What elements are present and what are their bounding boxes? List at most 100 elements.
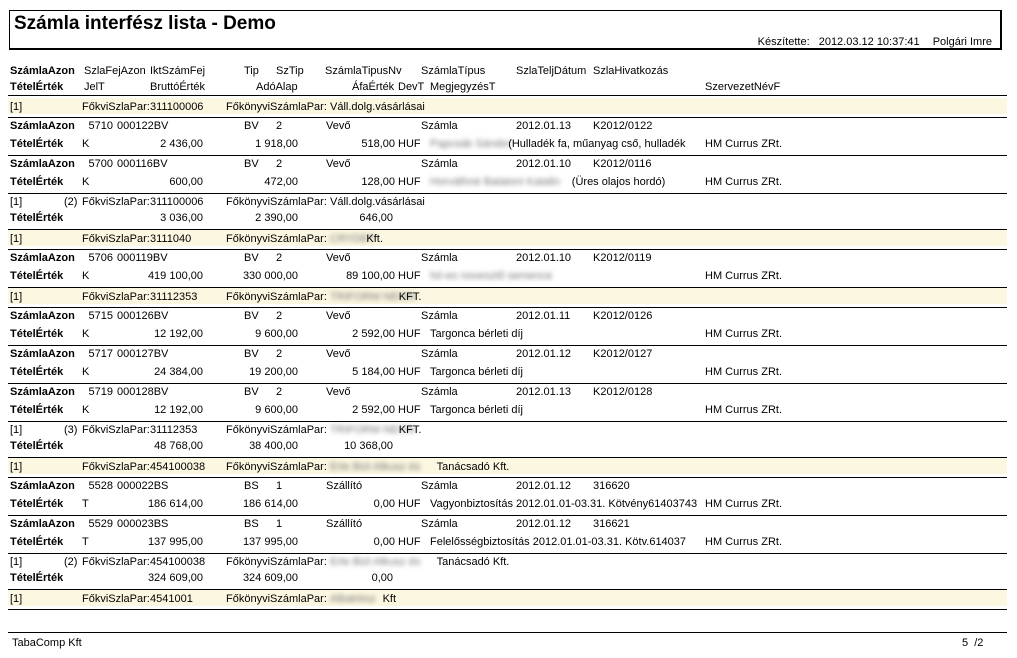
tetelertek-label: TételÉrték: [10, 366, 64, 378]
invoice-date: 2012.01.10: [516, 158, 572, 170]
tetelertek-label: TételÉrték: [10, 138, 64, 150]
invoice-note: Targonca bérleti díj: [430, 366, 523, 378]
invoice-ado: 19 200,00: [249, 366, 298, 378]
invoice-brutto: 137 995,00: [147, 536, 203, 548]
invoice-org: HM Currus ZRt.: [705, 404, 782, 416]
invoice-date: 2012.01.11: [516, 310, 571, 322]
invoice-dev: HUF: [398, 498, 421, 510]
invoice-ikt: 000127BV: [117, 348, 169, 360]
col-header-r2-3: AdóAlap: [256, 81, 298, 93]
invoice-afa: 89 100,00: [346, 270, 395, 282]
tetelertek-label: TételÉrték: [10, 440, 64, 452]
invoice-ado: 472,00: [264, 176, 298, 188]
footer-page-number: 5 /2: [962, 637, 983, 649]
page-total: /2: [974, 637, 984, 649]
tetelertek-label: TételÉrték: [10, 328, 64, 340]
invoice-type: Számla: [421, 386, 458, 398]
invoice-jel: T: [82, 498, 89, 510]
invoice-id: 5719: [88, 386, 113, 398]
invoice-id: 5700: [88, 158, 113, 170]
sum-account: 31112353: [150, 424, 198, 436]
row-separator: [8, 229, 1007, 230]
group-prefix: [1]: [10, 291, 23, 303]
invoice-dev: HUF: [398, 404, 421, 416]
row-separator: [8, 155, 1007, 156]
sum-afa: 646,00: [359, 212, 393, 224]
invoice-brutto: 12 192,00: [154, 404, 203, 416]
tetelertek-label: TételÉrték: [10, 498, 64, 510]
invoice-tip: BV: [244, 120, 259, 132]
invoice-id: 5717: [88, 348, 113, 360]
szamlaazon-label: SzámlaAzon: [10, 480, 75, 492]
invoice-date: 2012.01.12: [516, 518, 572, 530]
row-separator: [8, 117, 1007, 118]
szamlaazon-label: SzámlaAzon: [10, 120, 75, 132]
invoice-jel: K: [82, 366, 90, 378]
redacted-note: hó-es novesztő semence: [430, 270, 553, 282]
group-partner: Váll.dolg.vásárlásai: [330, 101, 425, 113]
invoice-afa: 5 184,00: [352, 366, 395, 378]
fokonyvi-label: FőkönyviSzámlaPar:: [226, 196, 327, 208]
fokvi-label: FőkviSzlaPar:: [82, 233, 150, 245]
header-separator: [8, 95, 1007, 96]
invoice-tip: BV: [244, 348, 259, 360]
invoice-tip: BS: [244, 480, 259, 492]
tetelertek-label: TételÉrték: [10, 572, 64, 584]
invoice-note: (Hulladék fa, műanyag cső, hulladék: [508, 138, 686, 150]
invoice-date: 2012.01.10: [516, 252, 572, 264]
group-prefix: [1]: [10, 233, 23, 245]
group-prefix: [1]: [10, 461, 23, 473]
invoice-type: Számla: [421, 348, 458, 360]
col-header-r1-3: Tip: [244, 65, 259, 77]
invoice-afa: 2 592,00: [352, 404, 395, 416]
report-timestamp: 2012.03.12 10:37:41: [818, 36, 920, 48]
group-band: [8, 458, 1007, 474]
footer-separator: [8, 632, 1007, 633]
invoice-ikt: 000128BV: [117, 386, 169, 398]
sum-ado: 324 609,00: [242, 572, 298, 584]
fokvi-label: FőkviSzlaPar:: [82, 556, 150, 568]
invoice-dev: HUF: [398, 328, 421, 340]
sum-afa: 10 368,00: [344, 440, 393, 452]
col-header-r2-7: SzervezetNévF: [705, 81, 781, 93]
group-band: [8, 230, 1007, 246]
group-band: [8, 98, 1007, 114]
invoice-org: HM Currus ZRt.: [705, 498, 782, 510]
invoice-date: 2012.01.12: [516, 348, 572, 360]
col-header-r1-6: SzámlaTípus: [421, 65, 486, 77]
group-account: 3111040: [150, 233, 192, 245]
invoice-type: Számla: [421, 158, 458, 170]
invoice-type-name: Szállító: [326, 480, 363, 492]
sum-ado: 38 400,00: [249, 440, 298, 452]
col-header-r1-5: SzámlaTipusNv: [325, 65, 402, 77]
sum-count: (3): [64, 424, 78, 436]
invoice-sztip: 1: [276, 480, 283, 492]
fokvi-label: FőkviSzlaPar:: [82, 291, 150, 303]
invoice-jel: K: [82, 176, 90, 188]
row-separator: [8, 421, 1007, 422]
invoice-jel: K: [82, 138, 90, 150]
row-separator: [8, 457, 1007, 458]
sum-afa: 0,00: [371, 572, 393, 584]
invoice-tip: BV: [244, 158, 259, 170]
group-partner: Kft.: [366, 233, 383, 245]
invoice-sztip: 2: [276, 252, 283, 264]
invoice-type: Számla: [421, 252, 458, 264]
group-account: 311100006: [150, 101, 204, 113]
invoice-date: 2012.01.13: [516, 120, 572, 132]
invoice-ref: K2012/0119: [593, 252, 652, 264]
group-band: [8, 590, 1007, 606]
group-band: [8, 288, 1007, 304]
invoice-sztip: 1: [276, 518, 283, 530]
invoice-ado: 137 995,00: [242, 536, 298, 548]
row-separator: [8, 477, 1007, 478]
col-header-r2-1: JelT: [84, 81, 105, 93]
invoice-brutto: 24 384,00: [154, 366, 203, 378]
invoice-type-name: Vevő: [326, 120, 351, 132]
invoice-afa: 2 592,00: [352, 328, 395, 340]
sum-account: 454100038: [150, 556, 206, 568]
invoice-dev: HUF: [398, 176, 421, 188]
fokonyvi-label: FőkönyviSzámlaPar:: [226, 593, 327, 605]
invoice-ref: 316621: [593, 518, 630, 530]
col-header-r2-5: DevT: [398, 81, 425, 93]
